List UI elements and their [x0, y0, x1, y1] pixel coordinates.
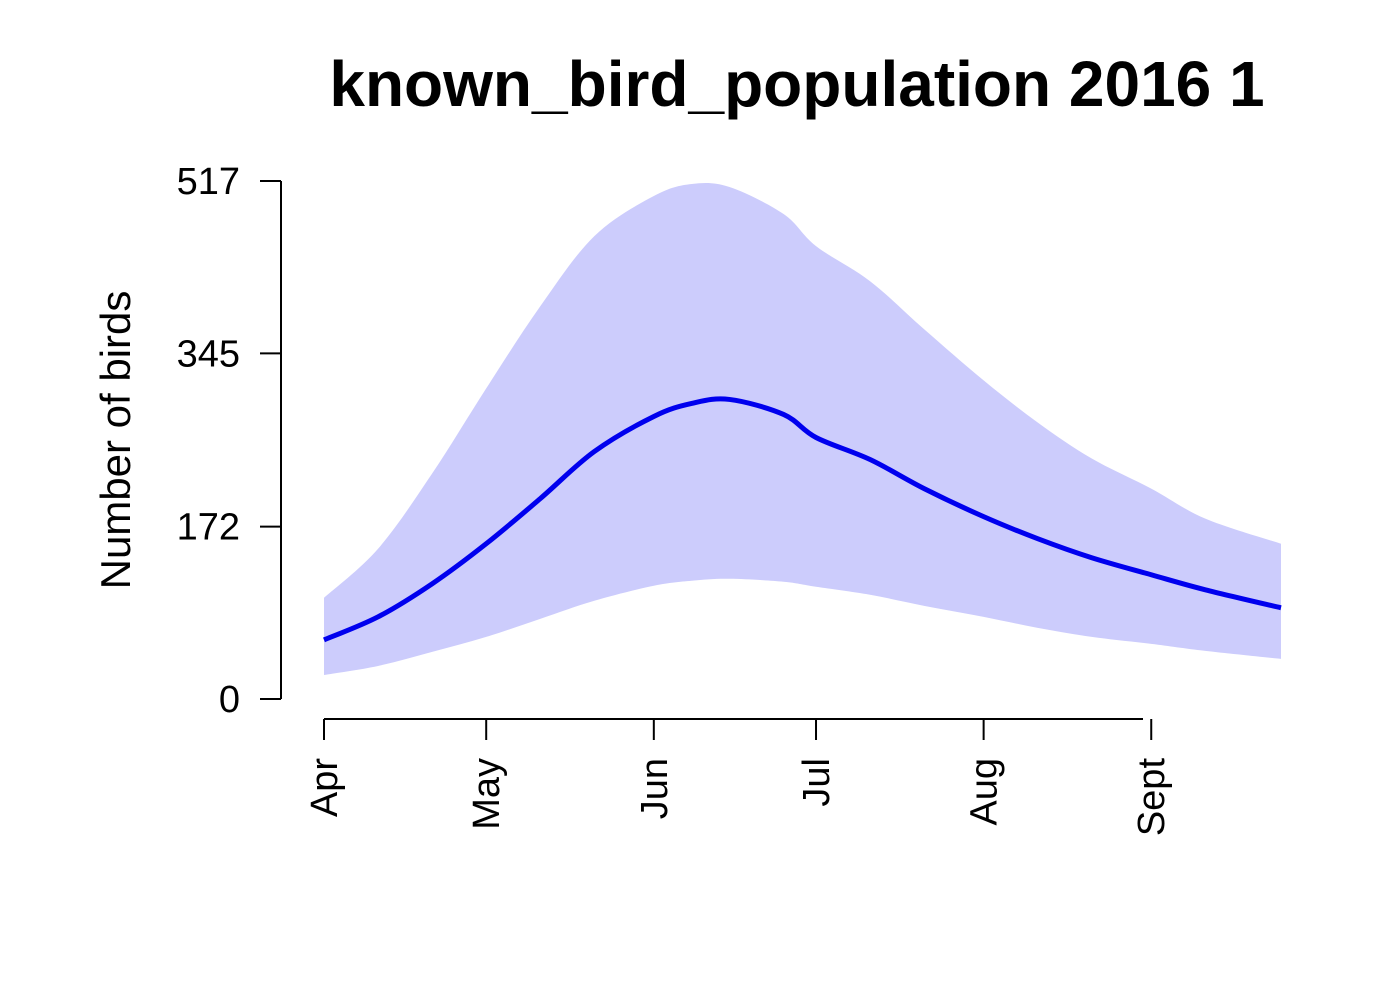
y-tick-label: 345	[177, 333, 240, 375]
x-tick-label: Aug	[964, 758, 1006, 826]
chart-title: known_bird_population 2016 1	[329, 48, 1264, 120]
x-tick-label: Apr	[304, 758, 346, 817]
y-tick-label: 0	[219, 679, 240, 721]
y-tick-label: 517	[177, 161, 240, 203]
series-line	[323, 396, 1282, 643]
y-axis: 0 172 345 517	[177, 161, 282, 721]
x-axis: Apr May Jun Jul Aug Sept	[304, 718, 1173, 837]
x-tick-label: Sept	[1131, 758, 1173, 837]
x-tick-label: Jul	[796, 758, 838, 807]
x-tick-label: May	[466, 758, 508, 830]
plot-area	[323, 182, 1282, 675]
y-tick-label: 172	[177, 507, 240, 549]
y-axis-label: Number of birds	[92, 291, 139, 590]
x-tick-label: Jun	[634, 758, 676, 819]
